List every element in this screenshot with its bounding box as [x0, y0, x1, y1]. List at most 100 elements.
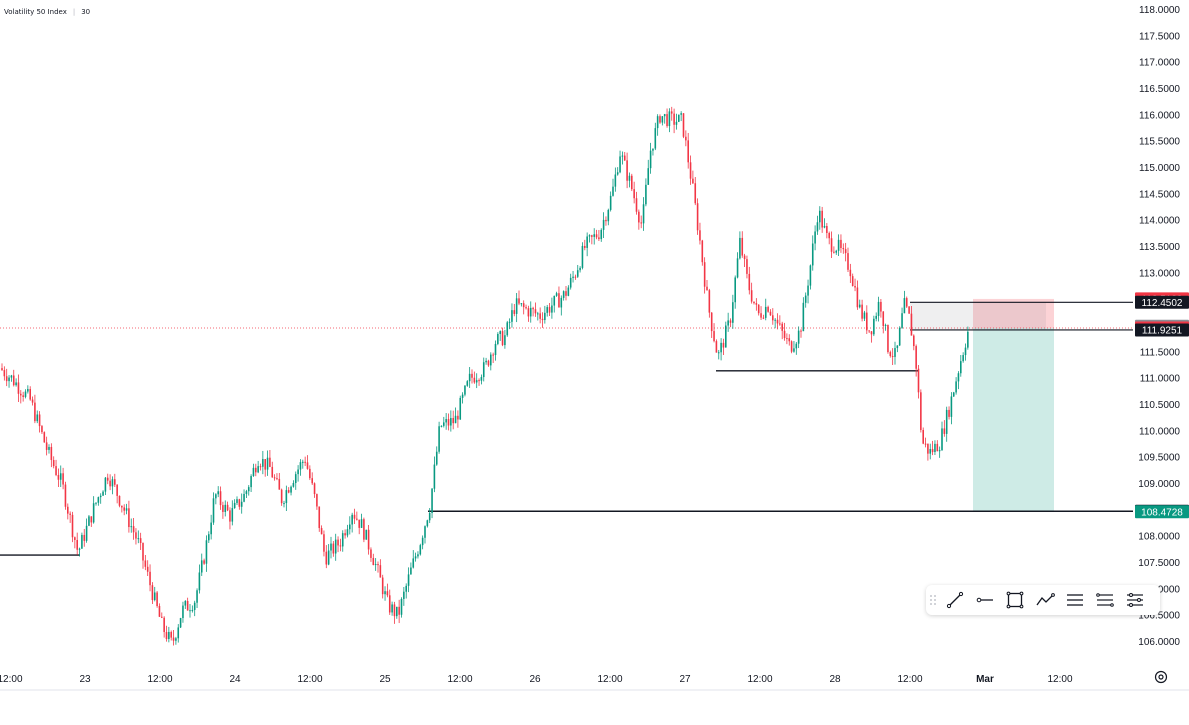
candle-body	[685, 136, 687, 141]
candle-body	[250, 476, 252, 488]
candle-body	[964, 347, 967, 356]
path-icon[interactable]	[1030, 585, 1060, 615]
candle-body	[553, 295, 556, 306]
candle-body	[445, 419, 447, 423]
gear-icon[interactable]	[1153, 669, 1169, 685]
x-tick-label: 12:00	[747, 674, 772, 685]
settings-lines-icon[interactable]	[1120, 585, 1150, 615]
fib-retracement-icon[interactable]	[1090, 585, 1120, 615]
candle-body	[384, 591, 386, 595]
candle-body	[614, 174, 617, 187]
candle-body	[793, 348, 795, 352]
candle-body	[316, 494, 318, 507]
candle-body	[236, 499, 238, 503]
candle-body	[497, 333, 499, 344]
candle-body	[440, 425, 443, 427]
y-tick-label: 109.0000	[1138, 479, 1180, 490]
stop-loss-zone	[973, 298, 1054, 329]
candle-body	[388, 595, 391, 613]
candle-body	[182, 605, 184, 619]
candle-body	[729, 320, 732, 323]
candle-body	[572, 276, 574, 278]
candle-body	[271, 466, 274, 478]
candle-body	[198, 572, 201, 591]
candle-body	[97, 497, 100, 503]
x-tick-label: 12:00	[1047, 674, 1072, 685]
candle-body	[196, 590, 198, 603]
candle-body	[518, 298, 520, 304]
rectangle-icon[interactable]	[1000, 585, 1030, 615]
horizontal-ray-icon[interactable]	[970, 585, 1000, 615]
candle-body	[280, 489, 283, 504]
candle-body	[48, 446, 50, 450]
candle-body	[325, 551, 328, 565]
candle-body	[168, 631, 170, 639]
candle-body	[579, 267, 581, 271]
candle-body	[649, 150, 652, 169]
candle-body	[172, 637, 175, 641]
parallel-channel-icon[interactable]	[1060, 585, 1090, 615]
candle-body	[779, 323, 781, 325]
candle-body	[41, 426, 43, 433]
candle-body	[426, 520, 429, 527]
y-tick-label: 110.0000	[1139, 426, 1180, 437]
candle-body	[830, 238, 833, 252]
candle-body	[229, 510, 231, 522]
candle-body	[668, 111, 671, 127]
trend-line-icon[interactable]	[940, 585, 970, 615]
candle-body	[591, 235, 593, 237]
candle-body	[701, 240, 704, 263]
candle-body	[132, 526, 135, 533]
drag-handle-icon[interactable]	[926, 585, 940, 615]
candle-body	[170, 631, 172, 638]
candle-body	[746, 259, 748, 274]
candle-body	[576, 270, 579, 277]
candle-body	[34, 402, 36, 422]
candle-body	[299, 462, 302, 470]
candle-body	[130, 526, 133, 528]
candle-body	[64, 484, 67, 507]
candle-body	[851, 276, 854, 286]
candle-body	[443, 422, 445, 426]
candle-body	[696, 203, 699, 231]
candle-body	[675, 121, 678, 125]
candle-body	[153, 592, 156, 601]
candle-body	[247, 487, 250, 492]
candle-body	[699, 230, 701, 241]
candle-body	[341, 533, 344, 547]
candle-body	[910, 313, 913, 336]
candle-body	[259, 466, 262, 468]
candle-body	[748, 273, 751, 291]
candle-body	[59, 473, 62, 480]
candle-body	[508, 321, 511, 323]
candle-body	[90, 516, 93, 523]
y-tick-label: 117.5000	[1139, 31, 1180, 42]
candle-body	[642, 204, 645, 224]
candle-body	[269, 457, 271, 467]
candle-body	[231, 508, 234, 522]
candle-body	[788, 338, 791, 342]
candle-body	[85, 525, 88, 541]
candle-body	[654, 128, 657, 149]
candle-body	[428, 513, 431, 521]
candle-body	[551, 305, 553, 313]
candle-body	[821, 210, 823, 228]
candle-body	[43, 432, 46, 443]
candle-body	[873, 318, 875, 335]
candle-body	[67, 506, 69, 514]
candle-body	[8, 377, 10, 382]
candle-body	[920, 392, 922, 430]
candle-body	[616, 172, 619, 175]
candle-body	[811, 243, 814, 266]
candle-body	[896, 345, 899, 349]
candle-body	[302, 461, 304, 463]
candle-body	[647, 168, 650, 185]
candle-body	[962, 355, 964, 362]
candle-body	[689, 162, 692, 179]
candle-body	[863, 312, 866, 319]
candle-body	[534, 309, 537, 314]
candle-body	[849, 269, 852, 277]
y-tick-label: 117.0000	[1139, 58, 1180, 69]
